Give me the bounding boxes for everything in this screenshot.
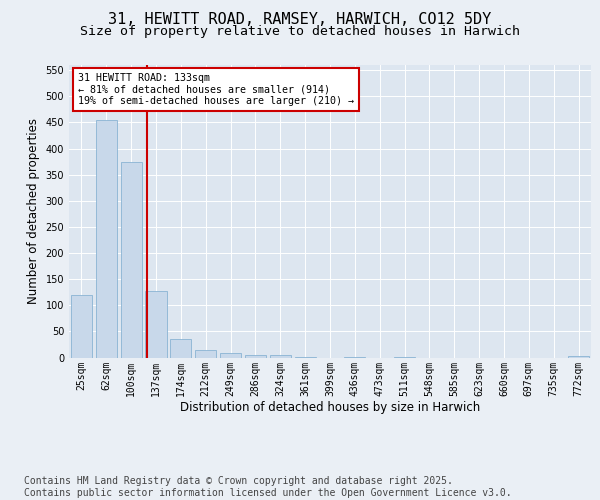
Bar: [394, 357, 415, 358]
Bar: [270, 355, 291, 358]
Bar: [245, 355, 266, 358]
Bar: [96, 120, 117, 358]
Bar: [568, 356, 589, 358]
Text: 31, HEWITT ROAD, RAMSEY, HARWICH, CO12 5DY: 31, HEWITT ROAD, RAMSEY, HARWICH, CO12 5…: [109, 12, 491, 28]
Bar: [121, 162, 142, 358]
Bar: [145, 290, 167, 358]
Text: Size of property relative to detached houses in Harwich: Size of property relative to detached ho…: [80, 25, 520, 38]
Text: 31 HEWITT ROAD: 133sqm
← 81% of detached houses are smaller (914)
19% of semi-de: 31 HEWITT ROAD: 133sqm ← 81% of detached…: [78, 73, 354, 106]
Y-axis label: Number of detached properties: Number of detached properties: [27, 118, 40, 304]
Text: Contains HM Land Registry data © Crown copyright and database right 2025.
Contai: Contains HM Land Registry data © Crown c…: [24, 476, 512, 498]
Bar: [344, 357, 365, 358]
Bar: [170, 339, 191, 357]
Bar: [295, 357, 316, 358]
Bar: [195, 350, 216, 358]
Bar: [71, 295, 92, 358]
X-axis label: Distribution of detached houses by size in Harwich: Distribution of detached houses by size …: [180, 401, 480, 414]
Bar: [220, 354, 241, 358]
